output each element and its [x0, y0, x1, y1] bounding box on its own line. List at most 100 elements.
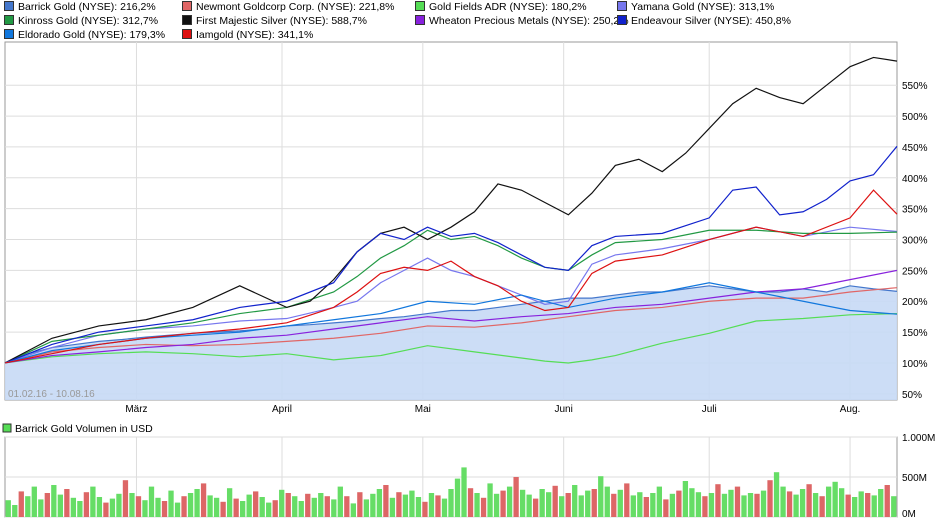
volume-y-tick-label: 0M [902, 509, 916, 520]
volume-bar [467, 488, 474, 517]
legend-item[interactable]: Iamgold (NYSE): 341,1% [182, 28, 313, 42]
volume-bar [213, 497, 220, 517]
volume-bar [337, 486, 343, 517]
volume-bar [650, 493, 656, 517]
y-tick-label: 500% [902, 112, 928, 123]
legend-swatch [617, 1, 627, 11]
volume-bar [324, 496, 330, 517]
volume-bar [793, 494, 799, 517]
volume-bar [565, 493, 571, 517]
volume-bar [617, 489, 623, 517]
volume-bar [116, 493, 122, 517]
volume-bar [539, 489, 545, 517]
volume-bar [760, 490, 767, 517]
volume-bar [383, 485, 389, 517]
volume-bar [695, 492, 702, 517]
volume-bar [363, 499, 370, 517]
series-line [4, 189, 898, 364]
volume-bar [331, 499, 337, 517]
series-line [4, 229, 898, 364]
period-label: 01.02.16 - 10.08.16 [8, 389, 95, 400]
legend-swatch [182, 15, 192, 25]
volume-bar [64, 489, 70, 517]
volume-bar [845, 494, 851, 517]
volume-bar [409, 490, 415, 517]
volume-bar [611, 493, 617, 517]
volume-bar [865, 493, 871, 517]
volume-bar [155, 497, 161, 517]
volume-bar [376, 489, 383, 517]
legend-item[interactable]: Eldorado Gold (NYSE): 179,3% [4, 28, 165, 42]
volume-bar [676, 490, 682, 517]
series-area [5, 285, 897, 400]
y-tick-label: 150% [902, 328, 928, 339]
legend-swatch [4, 15, 14, 25]
volume-bar [207, 495, 213, 517]
volume-bar [70, 497, 77, 517]
legend-item[interactable]: Gold Fields ADR (NYSE): 180,2% [415, 0, 587, 14]
legend-item[interactable]: Kinross Gold (NYSE): 312,7% [4, 14, 158, 28]
volume-bar [103, 502, 109, 517]
legend-item[interactable]: Yamana Gold (NYSE): 313,1% [617, 0, 774, 14]
volume-bar [715, 484, 721, 517]
volume-legend-label: Barrick Gold Volumen in USD [15, 423, 153, 435]
volume-bar [786, 491, 793, 517]
volume-bar [122, 480, 129, 517]
volume-bar [18, 491, 24, 517]
volume-bar [513, 477, 519, 517]
volume-bar [292, 496, 298, 517]
legend-item[interactable]: Endeavour Silver (NYSE): 450,8% [617, 14, 791, 28]
volume-bar [767, 480, 773, 517]
volume-bar [493, 493, 500, 517]
legend-swatch [415, 15, 425, 25]
series-line [4, 226, 898, 364]
volume-bar [77, 501, 83, 517]
legend-item[interactable]: Newmont Goldcorp Corp. (NYSE): 221,8% [182, 0, 394, 14]
volume-bar [500, 490, 506, 517]
legend-swatch [4, 1, 14, 11]
volume-bar [825, 486, 832, 517]
volume-bar [461, 467, 467, 517]
volume-bar [396, 492, 402, 517]
volume-bar [402, 494, 409, 517]
y-tick-label: 400% [902, 174, 928, 185]
legend-item[interactable]: Barrick Gold (NYSE): 216,2% [4, 0, 156, 14]
volume-bar [891, 496, 897, 517]
volume-bar [135, 496, 142, 517]
volume-bar [428, 493, 435, 517]
volume-bar [174, 502, 181, 517]
series-line [4, 287, 898, 364]
volume-bar [305, 493, 311, 517]
legend-label: Barrick Gold (NYSE): 216,2% [18, 1, 156, 13]
series-line [4, 312, 898, 364]
y-tick-label: 100% [902, 359, 928, 370]
volume-bar [422, 501, 428, 517]
legend-swatch [182, 1, 192, 11]
volume-bar [799, 489, 806, 517]
x-tick-label: März [125, 404, 147, 415]
volume-bar [57, 494, 63, 517]
volume-bar [441, 498, 448, 517]
volume-bar [181, 496, 187, 517]
x-tick-label: Aug. [840, 404, 861, 415]
volume-bar [519, 489, 526, 517]
legend-label: First Majestic Silver (NYSE): 588,7% [196, 15, 367, 27]
legend-label: Iamgold (NYSE): 341,1% [196, 29, 314, 41]
legend-label: Kinross Gold (NYSE): 312,7% [18, 15, 159, 27]
volume-bar [435, 495, 441, 517]
volume-bar [318, 493, 324, 517]
volume-bar [370, 493, 376, 517]
y-tick-label: 300% [902, 236, 928, 247]
volume-bar [806, 484, 812, 517]
volume-bar [559, 496, 565, 517]
legend-item[interactable]: Wheaton Precious Metals (NYSE): 250,2% [415, 14, 629, 28]
legend-swatch [182, 29, 192, 39]
y-tick-label: 200% [902, 297, 928, 308]
volume-bar [878, 489, 884, 517]
legend-item[interactable]: First Majestic Silver (NYSE): 588,7% [182, 14, 367, 28]
volume-bar [226, 488, 233, 517]
volume-bar [487, 483, 493, 517]
volume-bar [819, 496, 825, 517]
volume-bar [884, 485, 890, 517]
